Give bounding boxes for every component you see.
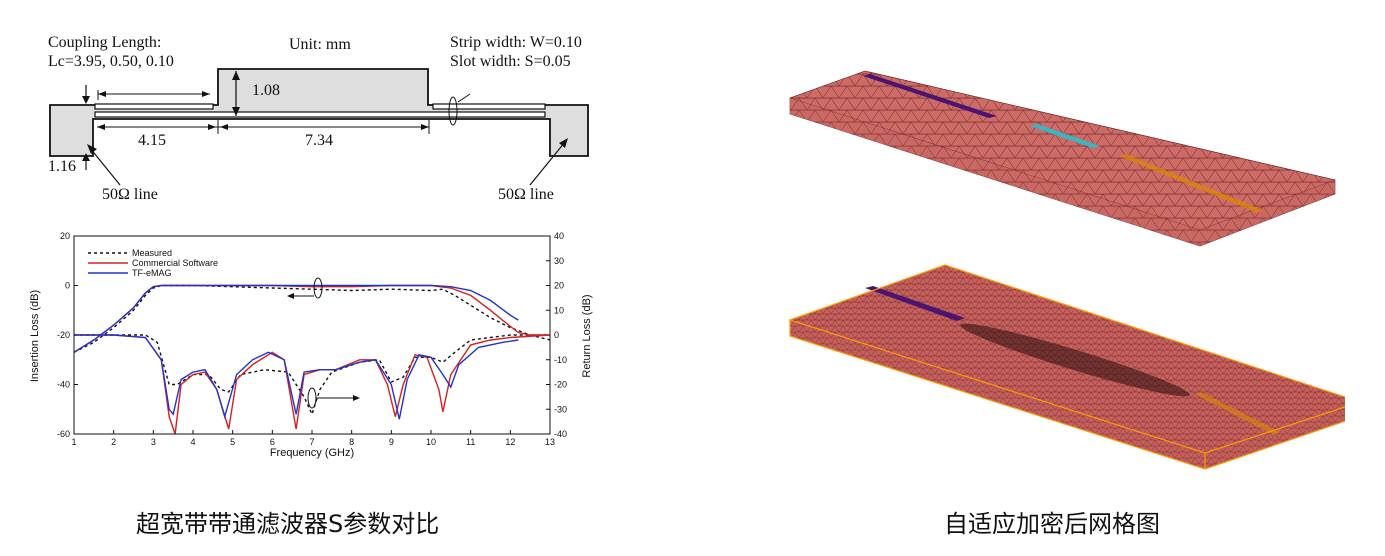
return-loss-series-1 — [74, 334, 551, 435]
y-right-tick-label: 0 — [554, 330, 559, 340]
x-tick-label: 10 — [426, 437, 436, 447]
chart-legend: Measured Commercial Software TF-eMAG — [88, 248, 218, 278]
mesh-figure — [775, 38, 1362, 478]
y-right-tick-label: -40 — [554, 429, 567, 439]
y-right-tick-label: -30 — [554, 404, 567, 414]
y-right-tick-label: 10 — [554, 305, 564, 315]
right-y-axis-label: Return Loss (dB) — [581, 294, 593, 377]
y-left-tick-label: -60 — [57, 429, 70, 439]
coupling-length-label: Coupling Length: — [48, 34, 162, 51]
s-parameter-chart: 1 2 3 4 5 6 7 8 9 10 11 12 13 20 0 -20 -40 -60 40 30 20 10 0 -1… — [22, 226, 602, 466]
x-axis-label: Frequency (GHz) — [270, 447, 354, 459]
x-tick-label: 1 — [71, 437, 76, 447]
x-tick-label: 2 — [111, 437, 116, 447]
x-tick-label: 6 — [270, 437, 275, 447]
x-tick-label: 5 — [230, 437, 235, 447]
x-tick-label: 9 — [389, 437, 394, 447]
strip-width-label: Strip width: W=0.10 — [450, 34, 582, 51]
legend-measured: Measured — [132, 248, 172, 258]
insertion-loss-series-2 — [73, 284, 519, 353]
right-50-ohm-label: 50Ω line — [498, 186, 554, 203]
chart-svg: 1 2 3 4 5 6 7 8 9 10 11 12 13200-20-40-60403020100-1… — [29, 231, 593, 459]
left-caption: 超宽带带通滤波器S参数对比 — [136, 510, 440, 538]
insertion-axis-indicator — [287, 277, 323, 299]
y-left-tick-label: 20 — [60, 231, 70, 241]
y-right-tick-label: 30 — [554, 256, 564, 266]
y-right-tick-label: 40 — [554, 231, 564, 241]
filter-schematic: Unit: mm Coupling Length: Lc=3.95, 0.50,… — [40, 30, 610, 220]
x-tick-label: 3 — [151, 437, 156, 447]
y-left-tick-label: -40 — [57, 380, 70, 390]
dimension-1-08: 1.08 — [252, 82, 280, 99]
strip-cyan — [1030, 124, 1100, 148]
initial-mesh-slab — [789, 70, 1337, 247]
mesh-svg — [788, 70, 1362, 470]
coupling-length-values: Lc=3.95, 0.50, 0.10 — [48, 53, 174, 70]
left-y-axis-label: Insertion Loss (dB) — [29, 290, 41, 382]
return-loss-series-2 — [74, 334, 519, 420]
x-tick-label: 4 — [190, 437, 195, 447]
x-tick-label: 11 — [466, 437, 475, 447]
left-50-ohm-label: 50Ω line — [102, 186, 158, 203]
dimension-4-15: 4.15 — [138, 132, 166, 149]
schematic-drawing — [49, 68, 589, 186]
legend-tf-emag: TF-eMAG — [132, 268, 172, 278]
strip-purple — [863, 74, 997, 118]
y-right-tick-label: -10 — [554, 355, 567, 365]
slot-width-label: Slot width: S=0.05 — [450, 53, 571, 70]
y-left-tick-label: -20 — [57, 330, 70, 340]
insertion-loss-series-0 — [73, 284, 551, 353]
y-right-tick-label: -20 — [554, 380, 567, 390]
y-left-tick-label: 0 — [65, 281, 70, 291]
refined-mesh-slab — [788, 264, 1362, 470]
y-right-tick-label: 20 — [554, 281, 564, 291]
dimension-1-16: 1.16 — [48, 158, 76, 175]
x-tick-label: 8 — [349, 437, 354, 447]
x-tick-label: 13 — [545, 437, 555, 447]
dimension-7-34: 7.34 — [305, 132, 333, 149]
return-axis-indicator — [307, 387, 360, 409]
strip-orange — [1120, 154, 1263, 213]
right-caption: 自适应加密后网格图 — [944, 510, 1160, 538]
legend-commercial: Commercial Software — [132, 258, 218, 268]
x-tick-label: 7 — [309, 437, 314, 447]
x-tick-label: 12 — [505, 437, 515, 447]
unit-label: Unit: mm — [289, 36, 351, 53]
